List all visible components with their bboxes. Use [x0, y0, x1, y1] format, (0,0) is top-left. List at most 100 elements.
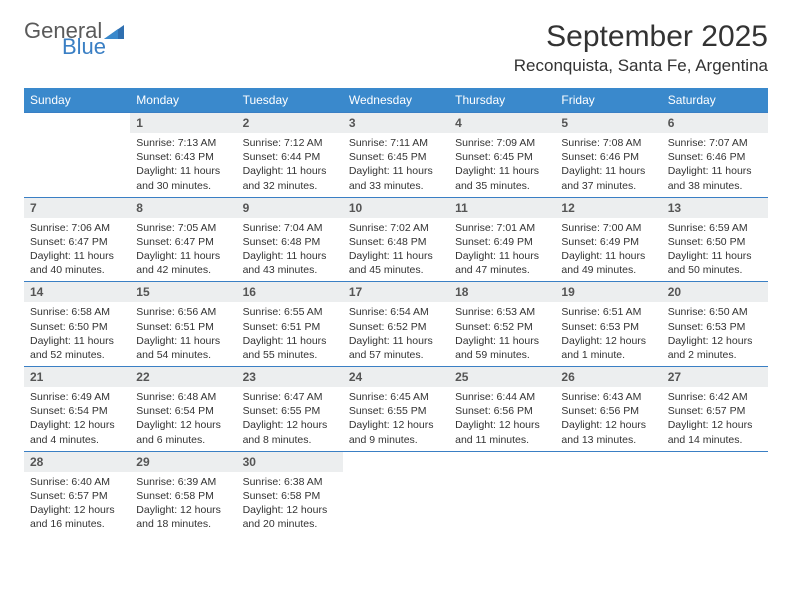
calendar-cell: 22Sunrise: 6:48 AMSunset: 6:54 PMDayligh… [130, 367, 236, 452]
calendar-cell: 25Sunrise: 6:44 AMSunset: 6:56 PMDayligh… [449, 367, 555, 452]
day-body: Sunrise: 6:45 AMSunset: 6:55 PMDaylight:… [343, 387, 449, 451]
day-body: Sunrise: 7:08 AMSunset: 6:46 PMDaylight:… [555, 133, 661, 197]
day-header: Tuesday [237, 88, 343, 113]
day-number: 18 [449, 282, 555, 302]
day-number: 23 [237, 367, 343, 387]
day-body: Sunrise: 6:48 AMSunset: 6:54 PMDaylight:… [130, 387, 236, 451]
calendar-cell: 28Sunrise: 6:40 AMSunset: 6:57 PMDayligh… [24, 451, 130, 535]
month-title: September 2025 [514, 20, 768, 54]
calendar-cell: 16Sunrise: 6:55 AMSunset: 6:51 PMDayligh… [237, 282, 343, 367]
brand-text-blue: Blue [62, 36, 124, 58]
day-number: 10 [343, 198, 449, 218]
calendar-cell [24, 113, 130, 198]
day-body: Sunrise: 6:40 AMSunset: 6:57 PMDaylight:… [24, 472, 130, 536]
day-number: 14 [24, 282, 130, 302]
day-header: Wednesday [343, 88, 449, 113]
day-number: 6 [662, 113, 768, 133]
calendar-cell: 11Sunrise: 7:01 AMSunset: 6:49 PMDayligh… [449, 197, 555, 282]
day-header: Saturday [662, 88, 768, 113]
calendar-week-row: 14Sunrise: 6:58 AMSunset: 6:50 PMDayligh… [24, 282, 768, 367]
day-number: 2 [237, 113, 343, 133]
day-body: Sunrise: 7:06 AMSunset: 6:47 PMDaylight:… [24, 218, 130, 282]
calendar-cell: 18Sunrise: 6:53 AMSunset: 6:52 PMDayligh… [449, 282, 555, 367]
day-number: 25 [449, 367, 555, 387]
day-body: Sunrise: 6:51 AMSunset: 6:53 PMDaylight:… [555, 302, 661, 366]
day-body: Sunrise: 6:58 AMSunset: 6:50 PMDaylight:… [24, 302, 130, 366]
day-number: 26 [555, 367, 661, 387]
day-body: Sunrise: 7:11 AMSunset: 6:45 PMDaylight:… [343, 133, 449, 197]
calendar-body: 1Sunrise: 7:13 AMSunset: 6:43 PMDaylight… [24, 113, 768, 536]
day-body: Sunrise: 6:59 AMSunset: 6:50 PMDaylight:… [662, 218, 768, 282]
calendar-cell: 17Sunrise: 6:54 AMSunset: 6:52 PMDayligh… [343, 282, 449, 367]
calendar-cell: 12Sunrise: 7:00 AMSunset: 6:49 PMDayligh… [555, 197, 661, 282]
day-number: 8 [130, 198, 236, 218]
day-number: 21 [24, 367, 130, 387]
calendar-week-row: 28Sunrise: 6:40 AMSunset: 6:57 PMDayligh… [24, 451, 768, 535]
day-body: Sunrise: 7:04 AMSunset: 6:48 PMDaylight:… [237, 218, 343, 282]
day-number: 5 [555, 113, 661, 133]
day-number: 30 [237, 452, 343, 472]
calendar-cell: 8Sunrise: 7:05 AMSunset: 6:47 PMDaylight… [130, 197, 236, 282]
calendar-cell: 14Sunrise: 6:58 AMSunset: 6:50 PMDayligh… [24, 282, 130, 367]
day-number: 11 [449, 198, 555, 218]
day-number: 12 [555, 198, 661, 218]
day-body: Sunrise: 7:12 AMSunset: 6:44 PMDaylight:… [237, 133, 343, 197]
day-body: Sunrise: 6:39 AMSunset: 6:58 PMDaylight:… [130, 472, 236, 536]
calendar-cell: 7Sunrise: 7:06 AMSunset: 6:47 PMDaylight… [24, 197, 130, 282]
day-body: Sunrise: 6:43 AMSunset: 6:56 PMDaylight:… [555, 387, 661, 451]
day-body: Sunrise: 6:38 AMSunset: 6:58 PMDaylight:… [237, 472, 343, 536]
location-text: Reconquista, Santa Fe, Argentina [514, 56, 768, 76]
page-header: General Blue September 2025 Reconquista,… [24, 20, 768, 76]
calendar-cell [662, 451, 768, 535]
day-body: Sunrise: 6:47 AMSunset: 6:55 PMDaylight:… [237, 387, 343, 451]
day-number: 27 [662, 367, 768, 387]
day-body: Sunrise: 7:00 AMSunset: 6:49 PMDaylight:… [555, 218, 661, 282]
day-number: 29 [130, 452, 236, 472]
calendar-cell: 23Sunrise: 6:47 AMSunset: 6:55 PMDayligh… [237, 367, 343, 452]
day-body: Sunrise: 6:55 AMSunset: 6:51 PMDaylight:… [237, 302, 343, 366]
day-header: Monday [130, 88, 236, 113]
brand-logo: General Blue [24, 20, 124, 58]
day-number: 13 [662, 198, 768, 218]
title-block: September 2025 Reconquista, Santa Fe, Ar… [514, 20, 768, 76]
calendar-cell: 10Sunrise: 7:02 AMSunset: 6:48 PMDayligh… [343, 197, 449, 282]
day-body: Sunrise: 6:49 AMSunset: 6:54 PMDaylight:… [24, 387, 130, 451]
day-body: Sunrise: 7:09 AMSunset: 6:45 PMDaylight:… [449, 133, 555, 197]
day-header: Friday [555, 88, 661, 113]
calendar-cell: 15Sunrise: 6:56 AMSunset: 6:51 PMDayligh… [130, 282, 236, 367]
day-number: 19 [555, 282, 661, 302]
calendar-cell: 9Sunrise: 7:04 AMSunset: 6:48 PMDaylight… [237, 197, 343, 282]
calendar-cell: 21Sunrise: 6:49 AMSunset: 6:54 PMDayligh… [24, 367, 130, 452]
day-body: Sunrise: 7:13 AMSunset: 6:43 PMDaylight:… [130, 133, 236, 197]
day-number: 24 [343, 367, 449, 387]
calendar-week-row: 21Sunrise: 6:49 AMSunset: 6:54 PMDayligh… [24, 367, 768, 452]
calendar-cell: 19Sunrise: 6:51 AMSunset: 6:53 PMDayligh… [555, 282, 661, 367]
calendar-cell [555, 451, 661, 535]
day-body: Sunrise: 6:44 AMSunset: 6:56 PMDaylight:… [449, 387, 555, 451]
day-number: 20 [662, 282, 768, 302]
calendar-cell: 30Sunrise: 6:38 AMSunset: 6:58 PMDayligh… [237, 451, 343, 535]
day-header: Sunday [24, 88, 130, 113]
day-body: Sunrise: 7:02 AMSunset: 6:48 PMDaylight:… [343, 218, 449, 282]
calendar-week-row: 1Sunrise: 7:13 AMSunset: 6:43 PMDaylight… [24, 113, 768, 198]
day-number: 15 [130, 282, 236, 302]
day-body: Sunrise: 6:54 AMSunset: 6:52 PMDaylight:… [343, 302, 449, 366]
day-body: Sunrise: 6:50 AMSunset: 6:53 PMDaylight:… [662, 302, 768, 366]
calendar-header-row: SundayMondayTuesdayWednesdayThursdayFrid… [24, 88, 768, 113]
calendar-table: SundayMondayTuesdayWednesdayThursdayFrid… [24, 88, 768, 535]
day-body: Sunrise: 7:01 AMSunset: 6:49 PMDaylight:… [449, 218, 555, 282]
calendar-cell: 2Sunrise: 7:12 AMSunset: 6:44 PMDaylight… [237, 113, 343, 198]
calendar-cell: 6Sunrise: 7:07 AMSunset: 6:46 PMDaylight… [662, 113, 768, 198]
calendar-cell: 3Sunrise: 7:11 AMSunset: 6:45 PMDaylight… [343, 113, 449, 198]
calendar-cell: 24Sunrise: 6:45 AMSunset: 6:55 PMDayligh… [343, 367, 449, 452]
day-number: 22 [130, 367, 236, 387]
day-body: Sunrise: 7:05 AMSunset: 6:47 PMDaylight:… [130, 218, 236, 282]
day-number: 16 [237, 282, 343, 302]
day-number: 7 [24, 198, 130, 218]
calendar-cell: 27Sunrise: 6:42 AMSunset: 6:57 PMDayligh… [662, 367, 768, 452]
day-number: 1 [130, 113, 236, 133]
calendar-cell: 4Sunrise: 7:09 AMSunset: 6:45 PMDaylight… [449, 113, 555, 198]
day-number: 3 [343, 113, 449, 133]
day-number: 4 [449, 113, 555, 133]
day-body: Sunrise: 6:42 AMSunset: 6:57 PMDaylight:… [662, 387, 768, 451]
